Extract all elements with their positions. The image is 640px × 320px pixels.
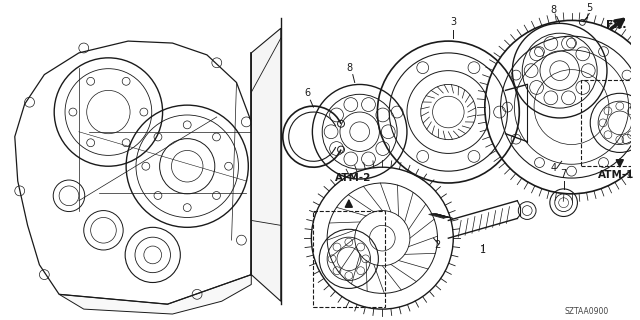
Text: ATM-1: ATM-1: [598, 170, 634, 180]
Bar: [314, 211, 385, 307]
Text: 7: 7: [561, 169, 567, 179]
Text: 4: 4: [550, 163, 557, 173]
Bar: [581, 79, 640, 166]
Polygon shape: [252, 53, 268, 275]
Text: 3: 3: [450, 17, 456, 27]
Text: SZTAA0900: SZTAA0900: [564, 307, 609, 316]
Text: FR.: FR.: [606, 20, 627, 30]
Text: 1: 1: [480, 245, 486, 255]
Text: 8: 8: [347, 63, 353, 73]
Text: 5: 5: [586, 3, 593, 12]
Text: 8: 8: [550, 4, 557, 14]
Text: 2: 2: [435, 240, 440, 250]
Text: ATM-2: ATM-2: [335, 173, 371, 183]
Text: 6: 6: [305, 88, 310, 98]
Polygon shape: [252, 28, 281, 301]
Polygon shape: [59, 275, 252, 314]
